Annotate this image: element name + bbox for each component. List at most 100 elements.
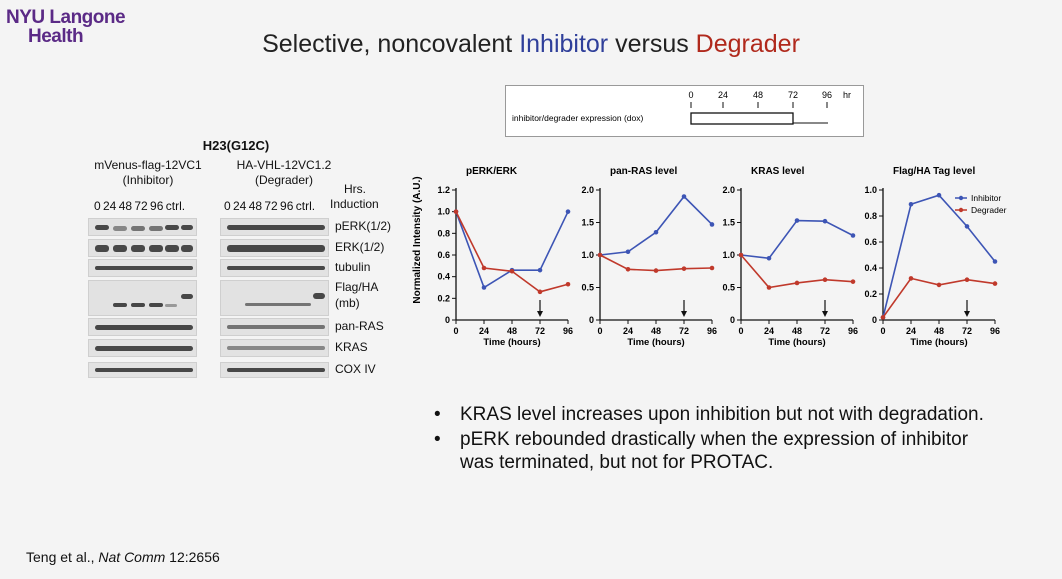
data-point-degrader: [481, 265, 487, 271]
data-point-degrader: [738, 252, 744, 258]
citation-authors: Teng et al.,: [26, 549, 99, 565]
degrader-lanes: 0 24 48 72 96 ctrl.: [224, 199, 316, 213]
series-line-inhibitor: [740, 219, 854, 260]
blot-kras-inhibitor: [88, 339, 197, 357]
y-tick-label: 1.0: [581, 250, 594, 260]
data-point-degrader: [537, 289, 543, 295]
x-axis-label: Time (hours): [627, 337, 684, 348]
data-point-degrader: [509, 268, 515, 274]
chart-title: pan-RAS level: [610, 166, 677, 177]
degrader-role: (Degrader): [254, 173, 314, 187]
citation-ref: 12:2656: [165, 549, 220, 565]
y-tick-label: 0: [589, 315, 594, 325]
y-tick-label: 0: [872, 315, 877, 325]
data-point-degrader: [850, 279, 856, 284]
timeline-tick-48: 48: [753, 90, 763, 100]
x-tick-label: 24: [623, 326, 633, 336]
bullet-text: pERK rebounded drastically when the expr…: [460, 429, 969, 473]
chart-panel: pERK/ERK 0 0.2 0.4 0.6 0.8 1.0 1.2 0 24 48 72 96 Time…: [437, 166, 573, 348]
x-tick-label: 96: [707, 326, 717, 336]
blot-erk-inhibitor: [88, 239, 197, 257]
x-tick-label: 96: [990, 326, 1000, 336]
y-tick-label: 0.6: [864, 237, 877, 247]
y-tick-label: 0.6: [437, 250, 450, 260]
timeline-unit: hr: [843, 90, 851, 100]
row-label-erk: ERK(1/2): [335, 240, 385, 254]
blot-panras-inhibitor: [88, 318, 197, 336]
title-degrader: Degrader: [695, 30, 800, 58]
y-tick-label: 0.4: [437, 272, 450, 282]
blot-cox4-degrader: [220, 362, 329, 378]
chart-panel: KRAS level 0 0.5 1.0 1.5 2.0 0 24 48 72 96 Time (ho…: [722, 166, 858, 348]
x-tick-label: 72: [820, 326, 830, 336]
data-point-degrader: [992, 281, 998, 286]
slide-title: Selective, noncovalent Inhibitor versus …: [0, 30, 1062, 59]
data-point-degrader: [653, 268, 659, 273]
data-point-degrader: [597, 252, 603, 258]
bullet-text: KRAS level increases upon inhibition but…: [460, 404, 984, 425]
y-tick-label: 2.0: [722, 185, 735, 195]
blot-flag-inhibitor: [88, 280, 197, 316]
legend-marker-degrader: [958, 207, 964, 213]
chart-panel: pan-RAS level 0 0.5 1.0 1.5 2.0 0 24 48 72 96 Time …: [581, 166, 717, 348]
y-tick-label: 0.8: [864, 211, 877, 221]
timeline-tick-96: 96: [822, 90, 832, 100]
legend-label-degrader: Degrader: [971, 205, 1007, 215]
row-label-perk: pERK(1/2): [335, 219, 392, 233]
y-tick-label: 1.0: [864, 185, 877, 195]
x-axis-label: Time (hours): [910, 337, 967, 348]
x-tick-label: 0: [597, 326, 602, 336]
blot-tubulin-degrader: [220, 259, 329, 277]
data-point-degrader: [766, 285, 772, 290]
y-tick-label: 1.0: [722, 250, 735, 260]
y-axis-label: Normalized Intensity (A.U.): [412, 176, 423, 303]
legend-label-inhibitor: Inhibitor: [971, 193, 1001, 203]
data-point-inhibitor: [992, 259, 998, 264]
x-tick-label: 72: [962, 326, 972, 336]
blot-kras-degrader: [220, 339, 329, 357]
blot-cox4-inhibitor: [88, 362, 197, 378]
timeline-tick-72: 72: [788, 90, 798, 100]
title-part2: versus: [608, 30, 696, 58]
inhibitor-construct: mVenus-flag-12VC1: [94, 158, 202, 172]
timeline-label: inhibitor/degrader expression (dox): [512, 113, 644, 123]
x-tick-label: 0: [453, 326, 458, 336]
citation-journal: Nat Comm: [98, 549, 166, 565]
x-tick-label: 48: [507, 326, 517, 336]
blot-perk-inhibitor: [88, 218, 197, 236]
bullet-item: • KRAS level increases upon inhibition bu…: [434, 404, 984, 425]
x-axis-label: Time (hours): [483, 337, 540, 348]
data-point-degrader: [936, 282, 942, 288]
series-line-inhibitor: [599, 195, 713, 256]
blot-tubulin-inhibitor: [88, 259, 197, 277]
y-tick-label: 1.2: [437, 185, 450, 195]
timeline-svg: 0 24 48 72 96 hr inhibitor/degrader expr…: [512, 90, 851, 125]
blot-ha-degrader: [220, 280, 329, 316]
logo-line1: NYU Langone: [6, 7, 126, 28]
y-tick-label: 0.2: [437, 293, 450, 303]
data-point-degrader: [794, 280, 800, 286]
inhibitor-lanes: 0 24 48 72 96 ctrl.: [94, 199, 186, 213]
data-point-inhibitor: [908, 202, 914, 207]
y-tick-label: 0: [445, 315, 450, 325]
data-point-inhibitor: [537, 267, 543, 273]
row-label-mb: (mb): [335, 296, 360, 310]
data-point-inhibitor: [794, 218, 800, 223]
data-point-degrader: [908, 276, 914, 281]
logo-line2: Health: [28, 26, 84, 47]
hrs-label: Hrs.: [344, 182, 366, 196]
x-tick-label: 96: [563, 326, 573, 336]
termination-arrow-head: [964, 311, 970, 317]
y-tick-label: 0.5: [581, 283, 594, 293]
title-inhibitor: Inhibitor: [519, 30, 609, 58]
chart-title: Flag/HA Tag level: [893, 166, 975, 177]
timeline-expression-box: [690, 112, 794, 125]
nyu-langone-logo: NYU Langone Health: [6, 8, 126, 54]
title-part1: Selective, noncovalent: [262, 30, 520, 58]
blot-cell-line: H23(G12C): [202, 138, 270, 153]
x-tick-label: 48: [651, 326, 661, 336]
x-tick-label: 24: [764, 326, 774, 336]
y-tick-label: 1.5: [722, 218, 735, 228]
data-point-inhibitor: [481, 285, 487, 290]
western-blot-panel: H23(G12C) mVenus-flag-12VC1 (Inhibitor) …: [86, 138, 391, 383]
